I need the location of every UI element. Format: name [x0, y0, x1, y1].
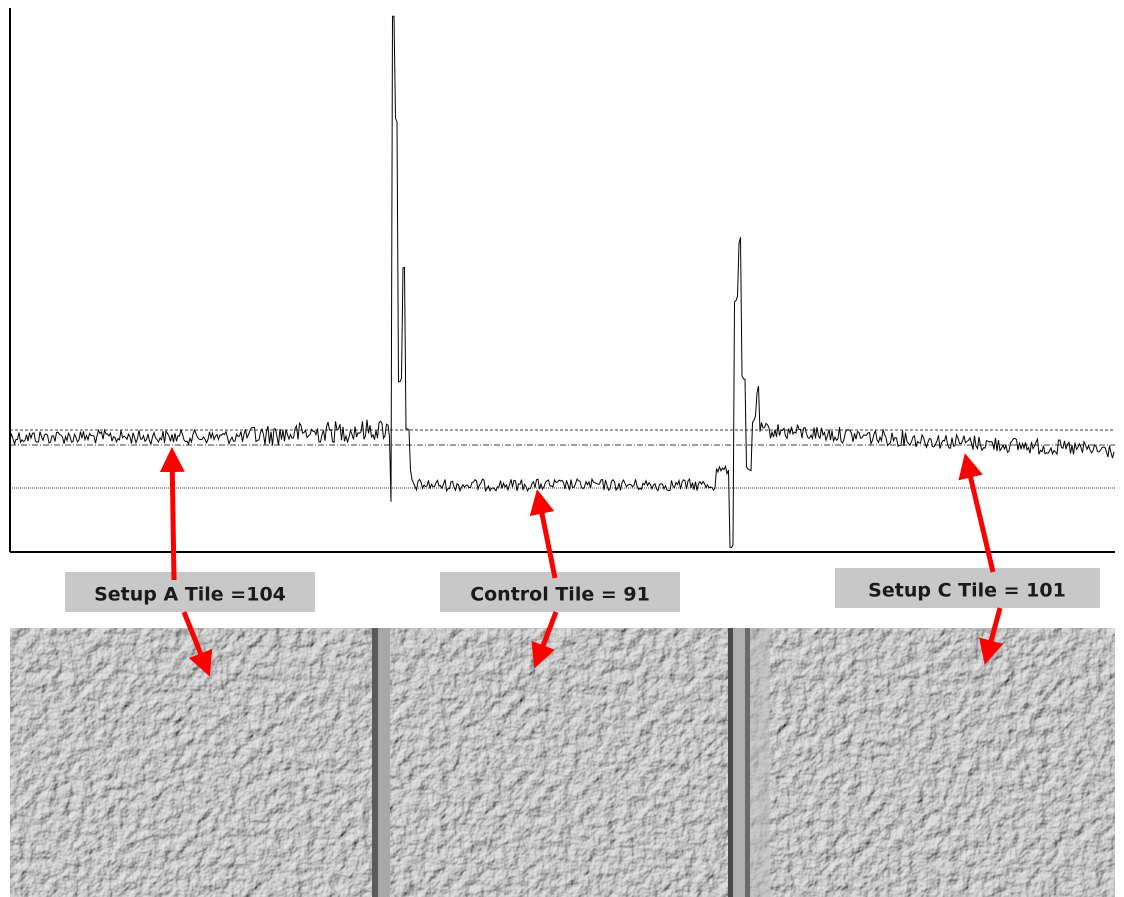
arrows — [159, 447, 1004, 677]
profile-trace — [9, 15, 1115, 549]
label-boxes: Setup A Tile =104 Control Tile = 91 Setu… — [65, 568, 1100, 612]
profile-plot — [9, 8, 1115, 553]
label-setup-a: Setup A Tile =104 — [94, 584, 286, 606]
label-setup-c: Setup C Tile = 101 — [868, 580, 1066, 602]
label-control: Control Tile = 91 — [470, 584, 650, 606]
tile-photo — [10, 628, 1115, 897]
